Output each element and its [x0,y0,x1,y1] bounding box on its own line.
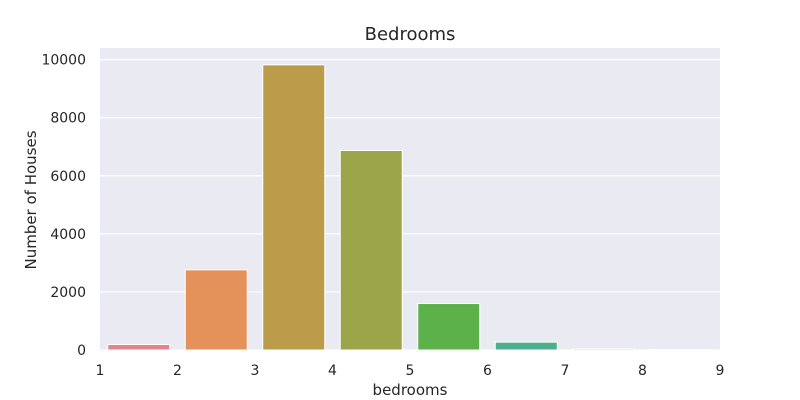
x-tick-label: 2 [173,363,182,379]
y-tick-label: 8000 [50,111,86,127]
x-tick-label: 6 [483,363,492,379]
x-tick-label: 3 [251,363,260,379]
bar-7 [572,348,636,351]
bar-2 [184,269,248,351]
y-tick-label: 2000 [50,285,86,301]
bar-1 [107,343,171,351]
x-tick-label: 1 [96,363,105,379]
bar-4 [339,150,403,351]
x-axis-title: bedrooms [373,381,448,399]
bar-3 [262,64,326,351]
chart-title: Bedrooms [365,24,456,45]
y-tick-label: 6000 [50,169,86,185]
x-tick-label: 4 [328,363,337,379]
x-tick-label: 8 [638,363,647,379]
y-tick-label: 10000 [41,53,86,69]
x-tick-label: 5 [406,363,415,379]
bars [107,64,713,351]
y-axis-ticks: 0 2000 4000 6000 8000 10000 [41,53,86,359]
y-tick-label: 4000 [50,227,86,243]
x-tick-label: 9 [716,363,725,379]
bar-6 [494,341,558,351]
x-tick-label: 7 [561,363,570,379]
y-axis-title: Number of Houses [22,130,40,269]
x-axis-ticks: 1 2 3 4 5 6 7 8 9 [96,363,725,379]
bar-5 [417,303,481,351]
y-tick-label: 0 [77,343,86,359]
